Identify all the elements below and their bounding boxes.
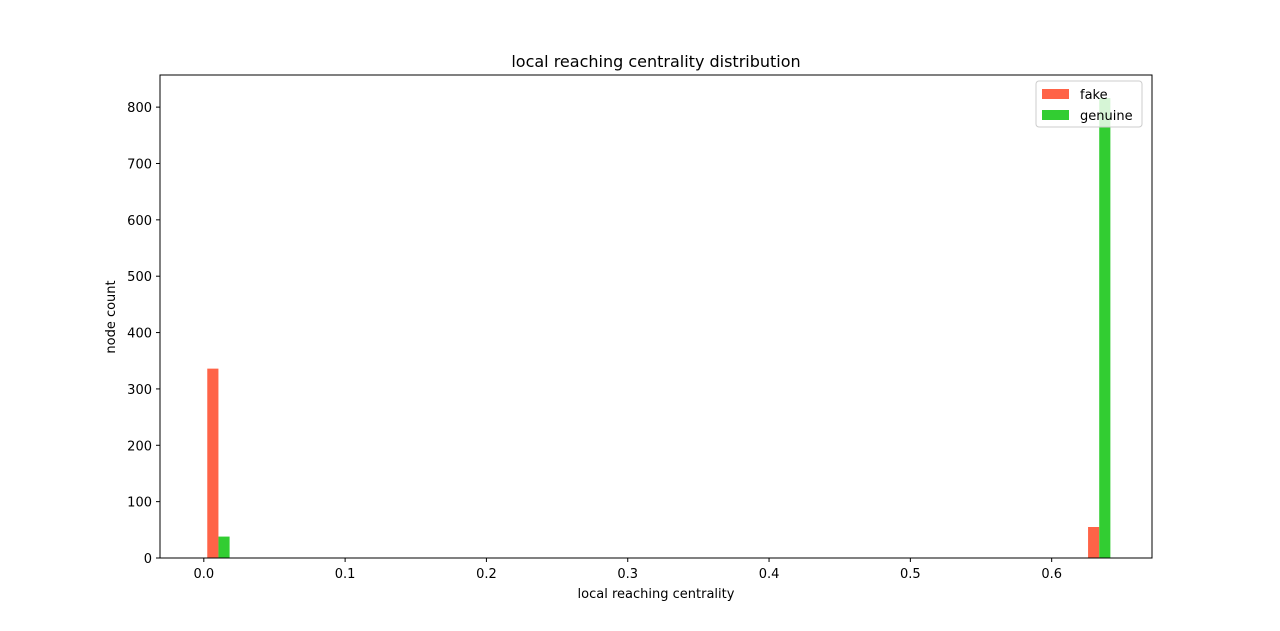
y-tick-label: 0: [144, 552, 152, 567]
legend-label-genuine: genuine: [1080, 109, 1133, 124]
x-tick-label: 0.2: [476, 567, 497, 582]
x-axis-label: local reaching centrality: [578, 587, 735, 602]
bar-genuine-0: [218, 536, 230, 558]
y-tick-label: 400: [127, 327, 152, 342]
x-tick-label: 0.5: [900, 567, 921, 582]
y-axis-ticks: 0 100 200 300 400 500 600 700 800: [127, 101, 160, 567]
bar-fake-1: [1088, 527, 1100, 558]
plot-frame: [159, 74, 1153, 559]
y-tick-label: 100: [127, 496, 152, 511]
y-tick-label: 600: [127, 214, 152, 229]
legend-swatch-genuine: [1042, 110, 1069, 120]
bar-genuine-1: [1099, 98, 1111, 558]
y-tick-label: 200: [127, 439, 152, 454]
y-tick-label: 300: [127, 383, 152, 398]
bar-fake-0: [207, 368, 219, 558]
bars-layer: [207, 98, 1111, 558]
legend: fake genuine: [1035, 80, 1143, 128]
legend-label-fake: fake: [1080, 88, 1108, 103]
x-tick-label: 0.4: [759, 567, 780, 582]
chart-title: local reaching centrality distribution: [511, 52, 800, 71]
x-tick-label: 0.3: [617, 567, 638, 582]
y-tick-label: 500: [127, 270, 152, 285]
x-tick-label: 0.1: [335, 567, 356, 582]
x-tick-label: 0.6: [1041, 567, 1062, 582]
x-tick-label: 0.0: [193, 567, 214, 582]
x-axis-ticks: 0.0 0.1 0.2 0.3 0.4 0.5 0.6: [193, 558, 1062, 582]
legend-swatch-fake: [1042, 89, 1069, 99]
y-axis-label: node count: [104, 280, 119, 353]
y-tick-label: 700: [127, 157, 152, 172]
y-tick-label: 800: [127, 101, 152, 116]
